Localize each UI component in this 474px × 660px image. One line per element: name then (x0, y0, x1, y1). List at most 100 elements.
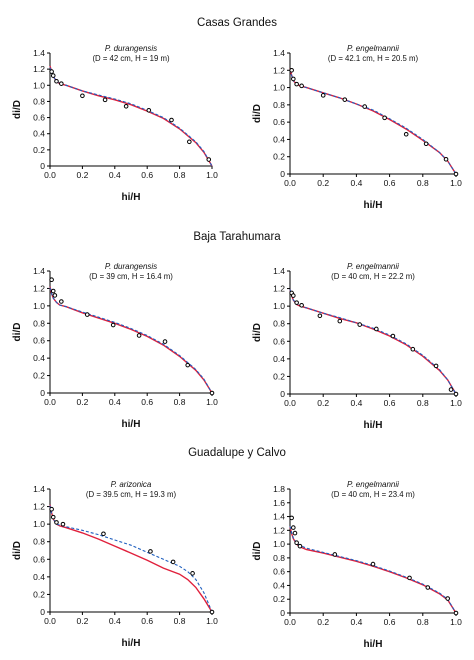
observed-point (146, 108, 152, 113)
y-axis-label: di/D (12, 323, 23, 342)
observed-point (102, 97, 108, 103)
y-tick-label: 0.2 (273, 152, 285, 162)
x-tick-label: 0.2 (317, 178, 329, 188)
y-tick-label: 1.4 (273, 512, 285, 522)
observed-point (317, 313, 323, 319)
x-tick-label: 0.8 (417, 617, 429, 627)
x-tick-label: 1.0 (450, 398, 462, 408)
x-tick-label: 0.4 (350, 617, 362, 627)
x-axis-label: hi/H (364, 420, 383, 431)
observed-point (52, 293, 58, 298)
y-tick-label: 1.4 (273, 266, 285, 276)
x-axis-label: hi/H (122, 638, 141, 649)
y-tick-label: 0.4 (33, 129, 45, 139)
y-tick-label: 0.6 (33, 113, 45, 123)
observed-point (443, 157, 449, 162)
observed-point (390, 333, 396, 339)
chart-panel-3: 0 0.2 0.4 0.6 0.8 1.0 1.2 1.4 0.0 0.2 0.4 0.6 0.8 1.0… (12, 262, 218, 430)
observed-point (84, 312, 90, 317)
y-tick-label: 0 (280, 389, 285, 399)
y-tick-label: 0 (40, 161, 45, 171)
x-axis-label: hi/H (364, 639, 383, 650)
x-tick-label: 0.4 (350, 398, 362, 408)
y-tick-label: 0.8 (273, 553, 285, 563)
x-tick-label: 0.4 (109, 170, 121, 180)
observed-point (170, 559, 176, 565)
x-tick-label: 0.0 (284, 398, 296, 408)
observed-point (357, 322, 363, 327)
observed-point (209, 609, 215, 615)
observed-point (289, 515, 294, 521)
section-title-guadalupe-y-calvo: Guadalupe y Calvo (188, 447, 286, 459)
observed-point (370, 561, 376, 567)
observed-point (187, 139, 192, 145)
species-label: P. engelmannii (347, 44, 399, 53)
species-label: P. durangensis (105, 44, 157, 53)
observed-point (362, 104, 368, 109)
y-tick-label: 0.6 (273, 117, 285, 127)
y-tick-label: 0.2 (273, 371, 285, 381)
y-axis-label: di/D (252, 542, 263, 561)
species-label: P. durangensis (105, 262, 157, 271)
parameters-label: (D = 39.5 cm, H = 19.3 m) (86, 490, 177, 499)
observed-point (101, 531, 106, 537)
y-tick-label: 1.2 (33, 502, 45, 512)
observed-point (49, 506, 54, 512)
x-tick-label: 0.0 (44, 616, 56, 626)
parameters-label: (D = 42.1 cm, H = 20.5 m) (328, 54, 419, 63)
y-tick-label: 0.8 (273, 319, 285, 329)
model-curve-solid (289, 289, 457, 395)
x-tick-label: 0.6 (141, 170, 153, 180)
y-tick-label: 0.2 (33, 589, 45, 599)
y-tick-label: 1.2 (273, 284, 285, 294)
y-tick-label: 0.8 (273, 100, 285, 110)
y-tick-label: 1.0 (33, 519, 45, 529)
y-tick-label: 1.8 (273, 484, 285, 494)
observed-point (433, 363, 439, 369)
x-tick-label: 0.6 (384, 178, 396, 188)
observed-point (289, 67, 294, 73)
x-tick-label: 0.2 (317, 617, 329, 627)
y-tick-label: 0.6 (33, 554, 45, 564)
observed-point (206, 157, 212, 162)
observed-point (185, 362, 190, 368)
model-curve-dashed (49, 287, 213, 394)
y-tick-label: 1.6 (273, 498, 285, 508)
observed-point (294, 300, 299, 305)
x-tick-label: 0.2 (76, 616, 88, 626)
x-tick-label: 0.4 (109, 616, 121, 626)
observed-point (291, 293, 296, 298)
model-curve-dashed (289, 526, 457, 614)
y-tick-label: 1.4 (33, 266, 45, 276)
observed-point (453, 171, 459, 177)
y-tick-label: 0.4 (273, 134, 285, 144)
observed-point (54, 520, 59, 525)
observed-point (445, 596, 451, 601)
x-tick-label: 0.2 (317, 398, 329, 408)
observed-point (50, 514, 56, 520)
model-curve-solid (289, 526, 457, 614)
observed-point (148, 549, 153, 554)
observed-point (59, 81, 64, 86)
observed-point (453, 610, 459, 616)
x-tick-label: 0.8 (417, 398, 429, 408)
x-tick-label: 1.0 (206, 170, 218, 180)
observed-point (292, 530, 298, 536)
observed-point (136, 333, 142, 338)
x-tick-label: 1.0 (206, 397, 218, 407)
y-axis-label: di/D (252, 323, 263, 342)
y-tick-label: 0.4 (33, 572, 45, 582)
y-tick-label: 0 (40, 607, 45, 617)
x-tick-label: 0.0 (44, 397, 56, 407)
observed-point (50, 73, 56, 78)
y-tick-label: 0.8 (33, 537, 45, 547)
observed-point (453, 391, 459, 397)
observed-point (342, 97, 348, 102)
species-label: P. engelmannii (347, 262, 399, 271)
observed-point (423, 141, 429, 147)
species-label: P. arizonica (111, 480, 152, 489)
y-tick-label: 0.2 (273, 594, 285, 604)
parameters-label: (D = 42 cm, H = 19 m) (92, 54, 170, 63)
observed-point (410, 346, 416, 352)
x-tick-label: 1.0 (206, 616, 218, 626)
